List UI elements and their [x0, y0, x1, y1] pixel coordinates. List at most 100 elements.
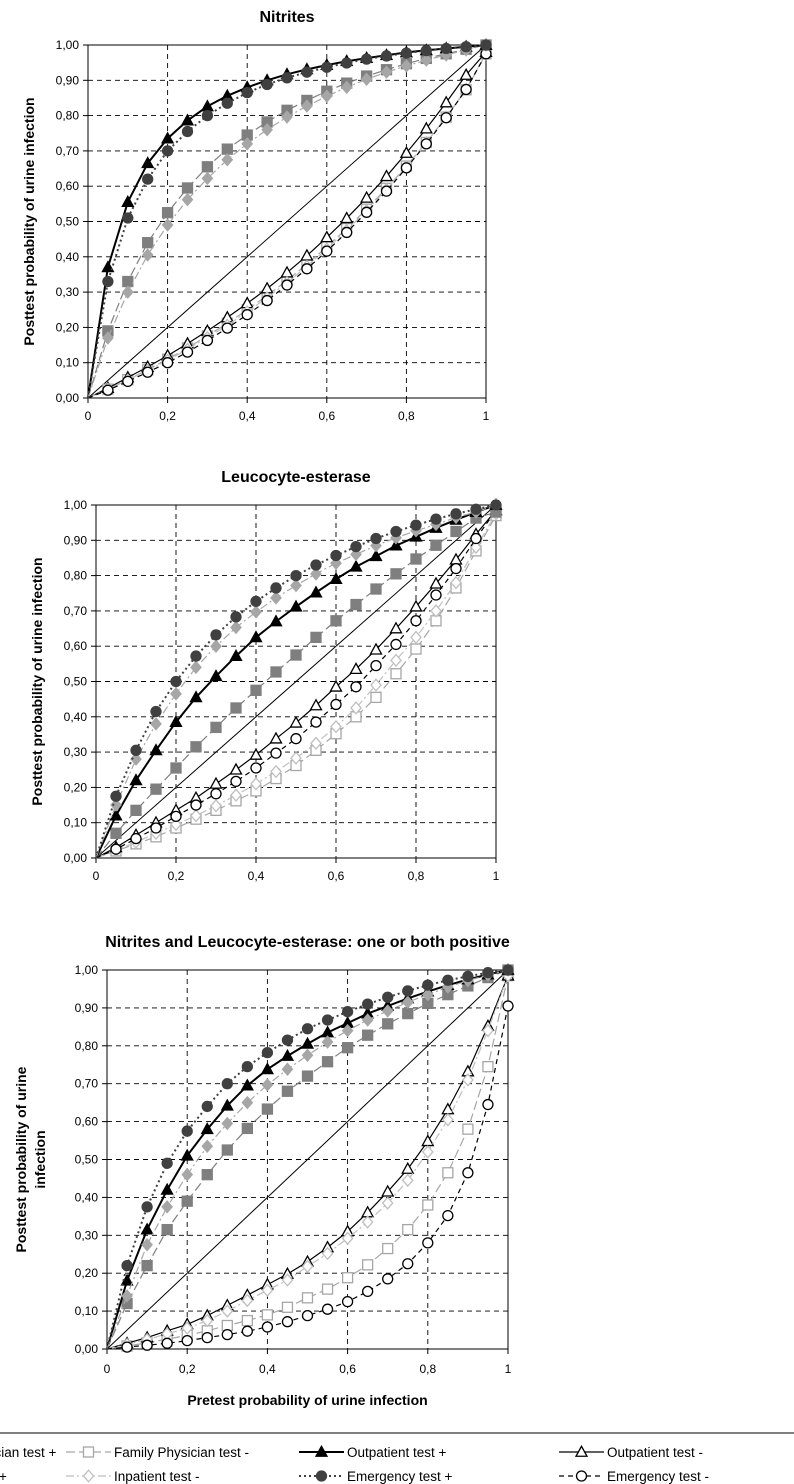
data-point: [462, 970, 474, 983]
data-point: [281, 1062, 294, 1077]
data-point: [310, 736, 322, 751]
data-point: [210, 629, 222, 641]
data-point: [442, 974, 454, 986]
data-point: [281, 1301, 294, 1313]
data-point: [130, 832, 142, 845]
data-point: [161, 1337, 173, 1349]
data-point: [221, 143, 233, 155]
data-point: [401, 995, 414, 1009]
data-point: [130, 804, 142, 816]
data-point: [361, 1013, 374, 1027]
data-point: [341, 1231, 354, 1246]
legend-item-outpatient-test: Outpatient test +: [299, 1444, 447, 1460]
data-point: [221, 322, 233, 334]
series-emergency-test: [95, 504, 502, 859]
series-line: [87, 44, 487, 399]
y-tick-label: 0,70: [75, 1077, 99, 1091]
y-tick-label: 0,40: [56, 250, 80, 264]
data-point: [150, 717, 162, 731]
data-point: [370, 691, 382, 704]
data-point: [381, 1196, 394, 1210]
data-point: [209, 669, 223, 682]
data-point: [230, 788, 242, 802]
data-point: [301, 1023, 314, 1035]
diagonal-reference-line: [106, 969, 509, 1350]
legend-item-outpatient-test: Outpatient test -: [559, 1444, 703, 1460]
data-point: [379, 169, 394, 182]
data-point: [250, 762, 262, 774]
data-point: [340, 211, 354, 224]
data-point: [210, 721, 222, 734]
data-point: [141, 156, 155, 169]
data-point: [349, 662, 363, 675]
data-point: [480, 39, 492, 51]
x-tick-label: 0,4: [239, 409, 256, 423]
data-point: [441, 1112, 454, 1127]
x-axis-label: Pretest probability of urine infection: [187, 1392, 427, 1408]
data-point: [190, 808, 202, 823]
data-point: [230, 611, 242, 623]
data-point: [142, 237, 154, 249]
legend-marker: [315, 1470, 328, 1482]
data-point: [389, 538, 403, 551]
data-point: [101, 260, 115, 273]
data-point: [360, 53, 373, 65]
series-line: [106, 969, 509, 1350]
data-point: [439, 95, 453, 108]
data-point: [281, 279, 293, 291]
diagonal-reference-line: [95, 504, 497, 859]
data-point: [209, 776, 223, 789]
data-point: [241, 1293, 254, 1308]
data-point: [430, 539, 442, 551]
x-tick-label: 0,8: [419, 1362, 436, 1376]
data-point: [200, 1122, 214, 1135]
data-point: [170, 762, 182, 774]
data-point: [420, 138, 432, 150]
data-point: [402, 1223, 414, 1236]
data-point: [370, 678, 382, 692]
data-point: [321, 1303, 334, 1315]
data-point: [109, 808, 123, 821]
data-point: [350, 701, 362, 715]
y-tick-label: 0,40: [75, 1190, 99, 1204]
data-point: [301, 99, 313, 113]
data-point: [161, 1223, 173, 1236]
data-point: [422, 979, 434, 991]
data-point: [330, 698, 342, 711]
data-point: [341, 1023, 354, 1038]
data-point: [261, 1283, 274, 1297]
legend-marker: [314, 1444, 329, 1457]
data-point: [310, 559, 322, 571]
data-point: [161, 207, 174, 219]
data-point: [430, 589, 442, 601]
data-point: [290, 569, 302, 582]
data-point: [241, 1122, 254, 1135]
data-point: [390, 653, 402, 668]
legend: Family Physician test + Family Physician …: [0, 1432, 794, 1484]
x-tick-label: 0,8: [398, 409, 415, 423]
data-point: [360, 72, 373, 86]
y-tick-label: 0,50: [64, 675, 88, 689]
data-point: [320, 230, 334, 243]
data-point: [170, 687, 182, 701]
data-point: [270, 591, 282, 605]
data-point: [269, 614, 283, 627]
data-point: [321, 61, 333, 73]
data-point: [380, 185, 393, 197]
data-point: [460, 41, 472, 53]
data-point: [141, 1259, 153, 1272]
series-family-physician-test: [95, 509, 502, 859]
data-point: [369, 642, 383, 655]
data-point: [201, 171, 214, 186]
series-line: [106, 975, 509, 1350]
data-point: [361, 1215, 374, 1229]
data-point: [250, 777, 262, 791]
data-point: [382, 1242, 394, 1255]
y-tick-label: 0,80: [64, 569, 88, 583]
data-point: [141, 1201, 153, 1213]
series-outpatient-test: [87, 44, 493, 399]
data-point: [210, 788, 222, 800]
data-point: [221, 1078, 233, 1090]
legend-label: Family Physician test -: [114, 1445, 249, 1460]
data-point: [201, 334, 214, 347]
